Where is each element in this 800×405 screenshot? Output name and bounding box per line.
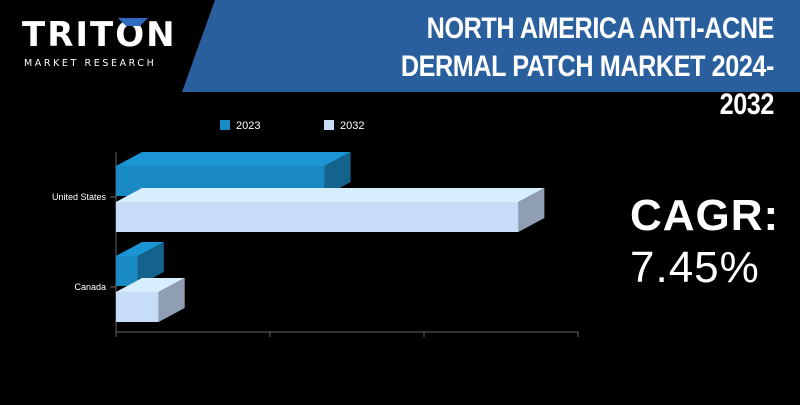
bar-side-2023 [137, 242, 164, 286]
bar-top-2023 [116, 152, 351, 166]
legend-swatch-2032 [324, 120, 334, 130]
bar-chart: 2023 2032 United States Canada [0, 100, 600, 400]
category-label: United States [52, 192, 107, 202]
legend-label-2023: 2023 [236, 120, 260, 132]
cagr-callout: CAGR: 7.45% [630, 190, 779, 294]
logo-wordmark: TRITON [22, 15, 177, 55]
bar-side-2032 [158, 278, 185, 322]
cagr-label: CAGR: [630, 191, 780, 240]
bar-side-2032 [518, 188, 545, 232]
legend-label-2032: 2032 [340, 120, 364, 132]
bar-top-2023 [116, 242, 164, 256]
title-band-shape [182, 0, 800, 92]
bar-2032 [116, 202, 519, 232]
bar-2023 [116, 256, 138, 286]
triton-logo: TRITON MARKET RESEARCH [14, 14, 182, 74]
bar-side-2023 [324, 152, 351, 196]
page-title: NORTH AMERICA ANTI-ACNE DERMAL PATCH MAR… [400, 12, 775, 121]
category-label: Canada [74, 282, 106, 292]
legend-swatch-2023 [220, 120, 230, 130]
bar-top-2032 [116, 188, 545, 202]
logo-tagline: MARKET RESEARCH [24, 58, 157, 69]
title-band [182, 0, 800, 92]
bar-2032 [116, 292, 159, 322]
chart-svg: 2023 2032 United States Canada [52, 120, 579, 337]
bar-top-2032 [116, 278, 185, 292]
cagr-value: 7.45% [630, 243, 760, 292]
logo-accent-icon [118, 18, 148, 26]
